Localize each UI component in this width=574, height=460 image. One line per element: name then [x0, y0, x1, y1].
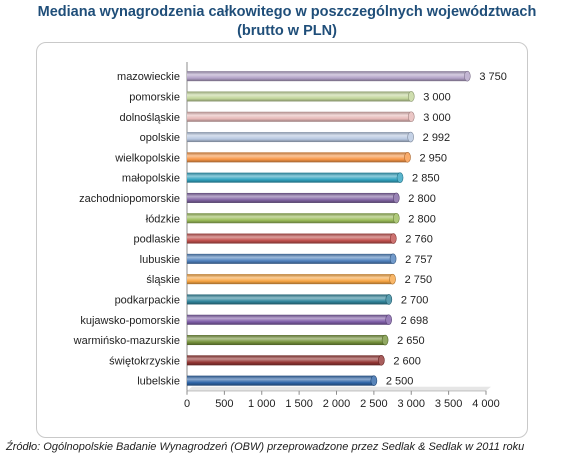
- x-tick-label: 0: [184, 398, 190, 410]
- value-label: 2 760: [405, 234, 433, 246]
- bar: [187, 375, 374, 386]
- x-tick-label: 500: [215, 398, 233, 410]
- x-tick-label: 2 000: [323, 398, 351, 410]
- bar-cap: [392, 192, 400, 204]
- bar: [187, 253, 394, 264]
- bar: [187, 274, 393, 285]
- category-label: pomorskie: [129, 91, 180, 103]
- category-label: podkarpackie: [115, 294, 180, 306]
- value-label: 2 600: [393, 355, 421, 367]
- bar: [187, 294, 389, 305]
- value-label: 2 800: [408, 193, 436, 205]
- x-tick-label: 1 000: [248, 398, 276, 410]
- category-label: łódzkie: [146, 213, 180, 225]
- bar-cap: [392, 212, 400, 224]
- category-label: opolskie: [140, 132, 180, 144]
- bar: [187, 233, 394, 244]
- bar-cap: [389, 273, 396, 285]
- bar: [187, 91, 412, 102]
- value-label: 2 700: [401, 294, 429, 306]
- bar-cap: [370, 375, 378, 386]
- chart-labels: 0 500 1 000 1 500 2 000 2 500 3 000 3 500 4 000 m…: [73, 71, 507, 410]
- bar: [187, 213, 397, 224]
- value-label: 3 000: [423, 91, 451, 103]
- bar-cap: [378, 355, 385, 366]
- category-label: lubelskie: [137, 376, 180, 388]
- x-tick-label: 1 500: [285, 398, 313, 410]
- bar-cap: [404, 152, 411, 163]
- bar-cap: [464, 70, 471, 82]
- value-label: 2 992: [423, 132, 451, 144]
- value-label: 2 950: [420, 152, 448, 164]
- bar-cap: [407, 131, 414, 143]
- chart-bars: [187, 70, 471, 386]
- x-tick-label: 3 000: [397, 398, 425, 410]
- value-label: 2 650: [397, 335, 425, 347]
- value-label: 2 757: [405, 254, 433, 266]
- bar: [187, 335, 386, 346]
- value-label: 2 850: [412, 173, 440, 185]
- bar-cap: [381, 334, 389, 346]
- value-label: 2 750: [405, 274, 433, 286]
- source-note: Źródło: Ogólnopolskie Badanie Wynagrodze…: [6, 441, 525, 453]
- chart-floor: [187, 386, 491, 391]
- bar: [187, 152, 408, 163]
- bar: [187, 132, 411, 143]
- category-label: lubuskie: [140, 254, 180, 266]
- category-label: podlaskie: [134, 234, 180, 246]
- bar-cap: [389, 253, 397, 265]
- bar-cap: [385, 294, 393, 305]
- category-label: świętokrzyskie: [109, 355, 180, 367]
- value-label: 3 750: [479, 71, 507, 83]
- category-label: warmińsko-mazurskie: [73, 335, 180, 347]
- chart-title: Mediana wynagrodzenia całkowitego w posz…: [37, 4, 537, 20]
- value-label: 2 800: [408, 213, 436, 225]
- chart-subtitle: (brutto w PLN): [237, 23, 337, 39]
- x-tick-label: 3 500: [435, 398, 463, 410]
- bar: [187, 314, 389, 325]
- x-tick-label: 2 500: [360, 398, 388, 410]
- bar-cap: [396, 172, 404, 183]
- bar-cap: [407, 111, 415, 123]
- bar: [187, 172, 401, 183]
- value-label: 2 500: [386, 376, 414, 388]
- category-label: zachodniopomorskie: [79, 193, 180, 205]
- category-label: małopolskie: [122, 173, 180, 185]
- bar: [187, 111, 412, 122]
- category-label: dolnośląskie: [119, 112, 180, 124]
- bar-cap: [390, 233, 397, 244]
- bar: [187, 355, 382, 366]
- value-label: 3 000: [423, 112, 451, 124]
- x-tick-label: 4 000: [472, 398, 500, 410]
- category-label: śląskie: [146, 274, 180, 286]
- value-label: 2 698: [401, 315, 429, 327]
- bar-cap: [385, 314, 392, 326]
- bar: [187, 71, 468, 82]
- category-label: mazowieckie: [117, 71, 180, 83]
- bar-cap: [407, 91, 415, 102]
- category-label: wielkopolskie: [114, 152, 180, 164]
- bar: [187, 192, 397, 203]
- bar-chart: 0 500 1 000 1 500 2 000 2 500 3 000 3 500 4 000 m…: [73, 62, 507, 410]
- category-label: kujawsko-pomorskie: [80, 315, 180, 327]
